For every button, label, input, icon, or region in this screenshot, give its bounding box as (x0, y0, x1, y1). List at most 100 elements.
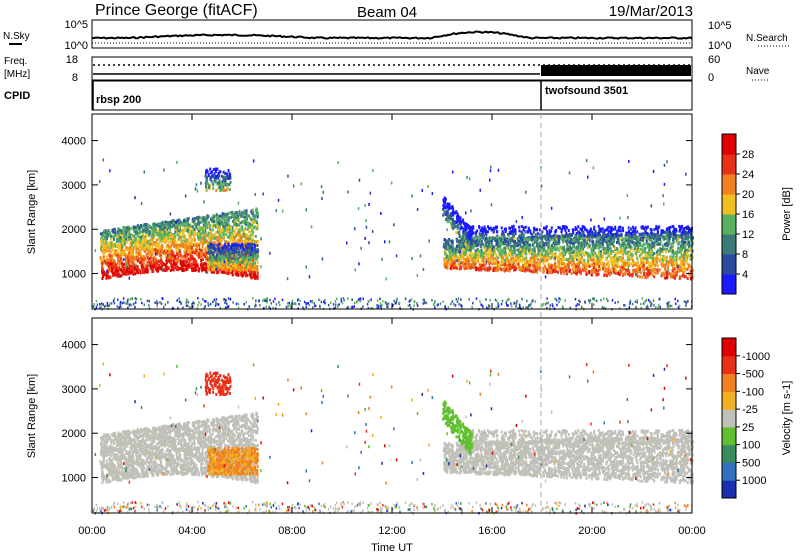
power-echo-cell (159, 249, 162, 253)
power-echo-cell (113, 248, 116, 252)
power-echo-cell (132, 240, 134, 244)
power-echo-cell (592, 248, 595, 252)
power-echo-cell (101, 268, 104, 272)
power-echo-cell (479, 237, 482, 241)
power-echo-cell (135, 249, 138, 253)
power-echo-cell (107, 262, 110, 266)
power-echo-cell (208, 185, 210, 189)
power-echo-cell (174, 266, 177, 270)
power-echo-cell (169, 258, 172, 262)
power-echo-cell (150, 260, 153, 264)
power-echo-cell (240, 238, 243, 242)
power-echo-cell (234, 214, 237, 218)
power-echo-cell (150, 230, 153, 234)
power-echo-cell (248, 256, 251, 260)
power-echo-cell (205, 246, 208, 250)
power-echo-cell (226, 216, 229, 220)
power-echo-cell (249, 225, 252, 229)
power-echo-cell (204, 216, 207, 220)
power-echo-cell (671, 273, 674, 277)
power-echo-cell (138, 249, 141, 253)
power-echo-cell (112, 262, 115, 266)
power-echo-cell (183, 228, 186, 232)
power-echo-cell (205, 233, 208, 237)
power-echo-cell (251, 249, 254, 253)
power-echo-cell (234, 234, 237, 238)
power-echo-cell (691, 276, 694, 280)
power-echo-cell (227, 242, 230, 246)
power-echo-cell (190, 241, 193, 244)
power-echo-cell (173, 220, 176, 224)
power-echo-cell (253, 269, 255, 273)
power-echo-cell (229, 211, 232, 215)
power-echo-cell (219, 220, 222, 224)
power-echo-cell (186, 255, 188, 259)
power-echo-cell (188, 261, 191, 265)
power-echo-cell (110, 262, 112, 266)
power-echo-cell (210, 268, 213, 272)
power-echo-cell (148, 224, 151, 228)
power-echo-cell (223, 243, 226, 247)
power-echo-cell (114, 268, 117, 272)
power-echo-cell (506, 240, 509, 244)
power-echo-cell (119, 229, 121, 232)
power-echo-cell (254, 240, 257, 244)
power-echo-cell (190, 243, 193, 247)
power-echo-cell (216, 173, 219, 177)
power-echo-cell (209, 171, 212, 175)
power-echo-cell (138, 227, 141, 231)
power-echo-cell (661, 243, 664, 247)
power-echo-cell (150, 255, 153, 259)
power-echo-cell (673, 267, 676, 271)
power-echo-cell (192, 250, 195, 254)
power-echo-cell (222, 255, 225, 259)
power-echo-cell (139, 250, 141, 254)
power-echo-cell (144, 235, 147, 239)
freq-right-tick-bottom: 0 (708, 72, 714, 84)
power-echo-cell (179, 236, 182, 240)
power-echo-cell (235, 219, 238, 223)
power-echo-cell (126, 271, 129, 274)
power-echo-cell (190, 245, 193, 249)
power-echo-cell (685, 252, 688, 256)
power-echo-cell (180, 263, 183, 267)
power-echo-cell (164, 239, 167, 242)
power-echo-cell (160, 263, 163, 267)
power-echo-cell (163, 226, 166, 230)
power-echo-cell (108, 243, 111, 247)
power-echo-cell (691, 269, 694, 272)
power-echo-cell (191, 257, 194, 261)
power-echo-cell (629, 257, 632, 261)
power-echo-cell (176, 233, 179, 237)
power-echo-cell (227, 219, 230, 222)
power-echo-cell (484, 236, 487, 240)
power-echo-cell (121, 245, 123, 249)
power-echo-cell (252, 231, 255, 235)
power-echo-cell (137, 255, 139, 259)
power-echo-cell (206, 176, 209, 180)
power-echo-cell (139, 241, 142, 244)
power-echo-cell (547, 245, 550, 249)
power-echo-cell (123, 272, 126, 276)
power-echo-cell (204, 225, 207, 229)
power-echo-cell (225, 188, 228, 192)
power-echo-cell (192, 234, 195, 238)
power-echo-cell (590, 252, 593, 256)
power-echo-cell (181, 242, 184, 246)
power-echo-cell (224, 172, 227, 176)
power-echo-cell (557, 270, 559, 274)
power-echo-cell (183, 268, 186, 271)
power-echo-cell (544, 249, 547, 253)
power-echo-cell (166, 239, 169, 243)
power-echo-cell (251, 255, 254, 259)
power-echo-cell (470, 251, 473, 255)
power-echo-cell (141, 225, 144, 229)
power-echo-cell (117, 246, 120, 250)
power-echo-cell (201, 226, 203, 230)
power-echo-cell (213, 250, 216, 254)
power-echo-cell (189, 259, 192, 262)
power-echo-cell (252, 221, 255, 225)
power-echo-cell (686, 262, 689, 265)
power-echo-cell (671, 263, 674, 267)
